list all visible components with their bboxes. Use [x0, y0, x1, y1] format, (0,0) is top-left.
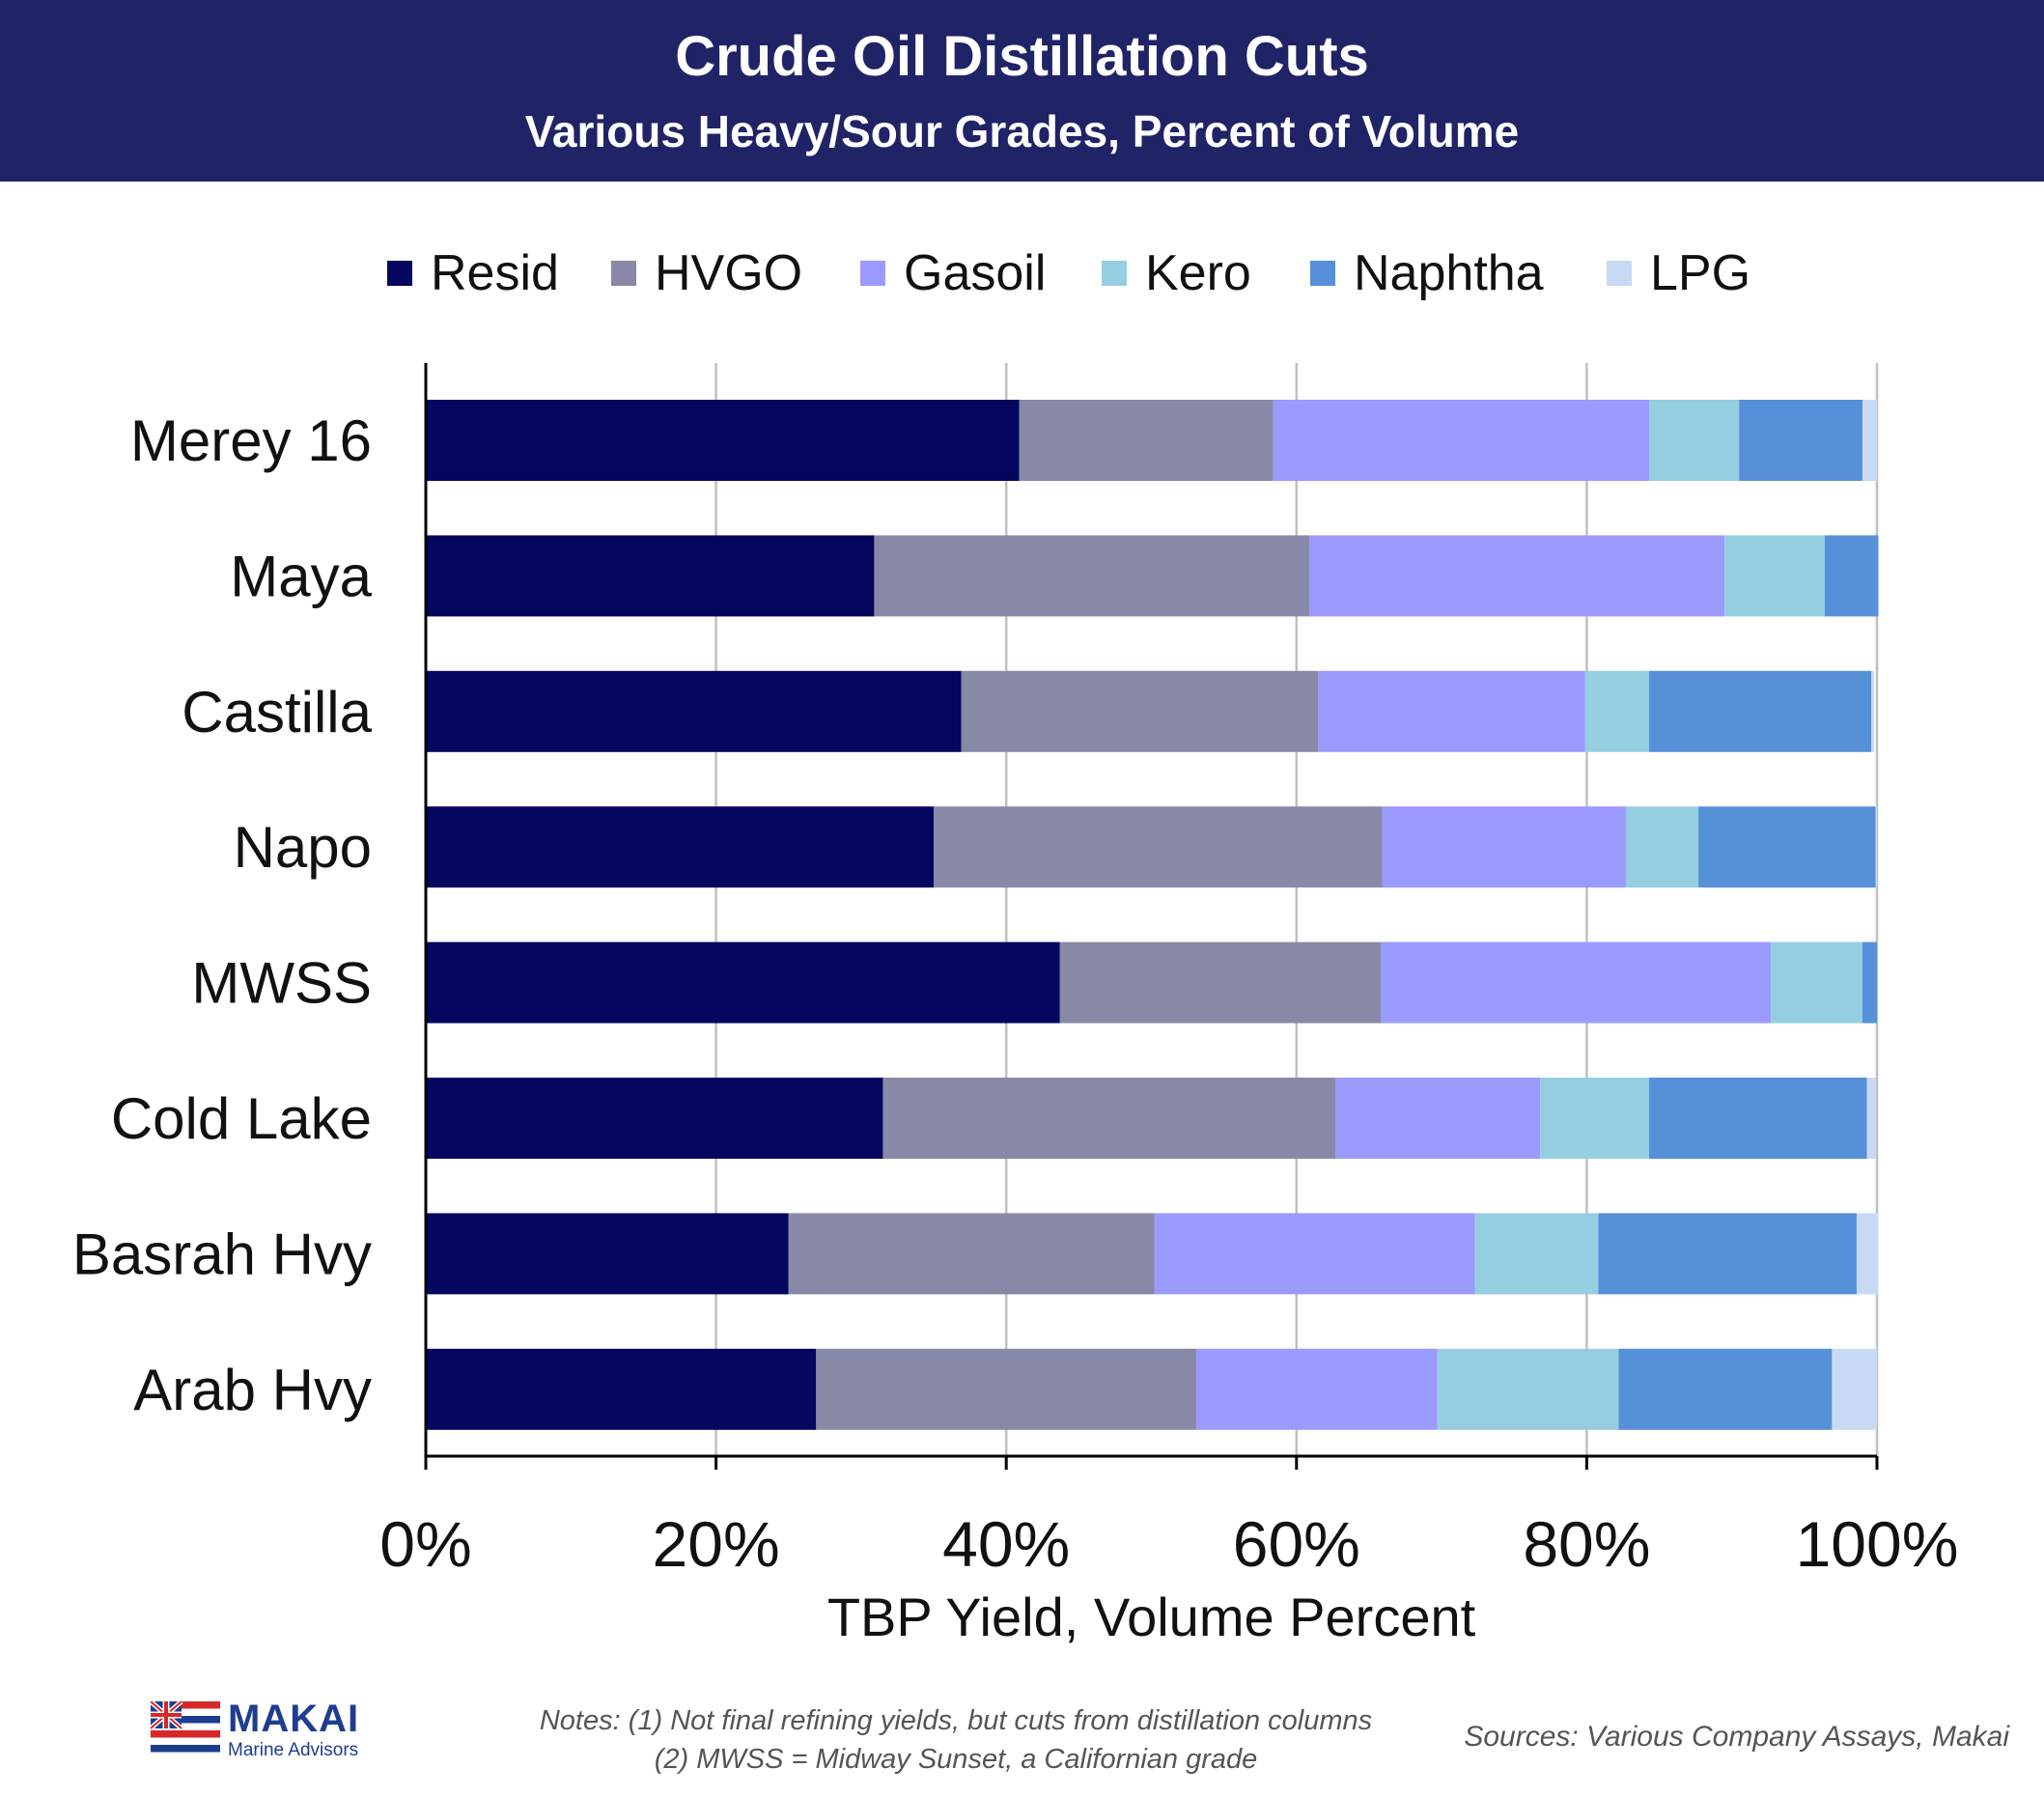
bar-merey-16-gasoil: [1273, 400, 1650, 481]
bar-basrah-hvy-lpg: [1856, 1213, 1879, 1295]
bar-castilla-lpg: [1870, 670, 1874, 752]
category-label-castilla: Castilla: [182, 680, 372, 744]
bar-arab-hvy-lpg: [1832, 1348, 1877, 1430]
x-axis-label: TBP Yield, Volume Percent: [827, 1586, 1476, 1647]
bar-arab-hvy-kero: [1437, 1348, 1619, 1430]
bar-maya-naphtha: [1824, 535, 1879, 617]
legend-swatch-resid: [387, 261, 412, 286]
legend-swatch-lpg: [1607, 261, 1632, 286]
legend-label-hvgo: HVGO: [655, 245, 802, 301]
legend-label-resid: Resid: [431, 245, 559, 301]
bar-arab-hvy-resid: [426, 1348, 817, 1430]
x-tick-labels: 0% 20% 40% 60% 80% 100%: [379, 1508, 1958, 1580]
bar-merey-16-naphtha: [1739, 400, 1862, 481]
bar-napo-kero: [1625, 806, 1699, 888]
bar-castilla-kero: [1584, 670, 1650, 752]
logo-tagline: Marine Advisors: [228, 1740, 359, 1760]
bar-maya-hvgo: [874, 535, 1310, 617]
bar-merey-16-kero: [1649, 400, 1740, 481]
bar-maya-resid: [426, 535, 875, 617]
chart-legend: Resid HVGO Gasoil Kero Naphtha LPG: [387, 245, 1750, 301]
bar-merey-16-resid: [426, 400, 1020, 481]
sources-text: Sources: Various Company Assays, Makai: [1464, 1721, 2009, 1753]
bar-napo-naphtha: [1698, 806, 1876, 888]
bar-napo-lpg: [1875, 806, 1877, 888]
bar-mwss-naphtha: [1862, 941, 1877, 1024]
bar-cold-lake-naphtha: [1649, 1078, 1867, 1159]
bar-merey-16-lpg: [1862, 400, 1877, 481]
legend-swatch-hvgo: [611, 261, 636, 286]
category-label-cold-lake: Cold Lake: [111, 1086, 372, 1151]
hawaii-flag-icon: [151, 1701, 220, 1759]
bar-maya-gasoil: [1309, 535, 1725, 617]
bar-basrah-hvy-hvgo: [788, 1213, 1155, 1295]
bar-arab-hvy-gasoil: [1196, 1348, 1438, 1430]
bar-cold-lake-resid: [426, 1078, 883, 1159]
bar-arab-hvy-hvgo: [816, 1348, 1197, 1430]
bar-napo-resid: [426, 806, 935, 888]
category-label-napo: Napo: [234, 815, 372, 880]
bar-napo-hvgo: [934, 806, 1383, 888]
logo-name: MAKAI: [228, 1698, 360, 1740]
bar-basrah-hvy-resid: [426, 1213, 789, 1295]
axes: [424, 363, 1879, 1470]
chart-title: Crude Oil Distillation Cuts: [675, 25, 1369, 88]
bar-cold-lake-kero: [1540, 1078, 1650, 1159]
x-tick-label: 40%: [942, 1508, 1070, 1580]
bar-castilla-naphtha: [1649, 670, 1871, 752]
bar-mwss-kero: [1771, 941, 1862, 1024]
x-tick-label: 0%: [379, 1508, 471, 1580]
legend-label-kero: Kero: [1145, 245, 1251, 301]
footnotes: Notes: (1) Not final refining yields, bu…: [502, 1701, 1410, 1779]
legend-swatch-gasoil: [860, 261, 885, 286]
bar-cold-lake-lpg: [1866, 1078, 1876, 1159]
footnote-1: Notes: (1) Not final refining yields, bu…: [539, 1705, 1373, 1736]
bar-mwss-hvgo: [1059, 941, 1381, 1024]
bar-mwss-gasoil: [1380, 941, 1772, 1024]
category-label-arab-hvy: Arab Hvy: [133, 1358, 372, 1422]
makai-logo: MAKAI Marine Advisors: [151, 1698, 382, 1761]
bar-castilla-gasoil: [1318, 670, 1585, 752]
bar-cold-lake-gasoil: [1335, 1078, 1541, 1159]
legend-swatch-naphtha: [1310, 261, 1335, 286]
category-labels: Merey 16 Maya Castilla Napo MWSS Cold Lake Bas…: [72, 408, 373, 1422]
bar-napo-gasoil: [1382, 806, 1626, 888]
bar-merey-16-hvgo: [1019, 400, 1274, 481]
legend-label-lpg: LPG: [1650, 245, 1750, 301]
category-label-basrah-hvy: Basrah Hvy: [72, 1221, 372, 1286]
category-label-mwss: MWSS: [191, 951, 372, 1016]
legend-label-naphtha: Naphtha: [1354, 245, 1544, 301]
x-tick-label: 20%: [653, 1508, 780, 1580]
bar-arab-hvy-naphtha: [1618, 1348, 1833, 1430]
bar-maya-kero: [1724, 535, 1825, 617]
bar-cold-lake-hvgo: [882, 1078, 1336, 1159]
bar-castilla-resid: [426, 670, 962, 752]
chart-subtitle: Various Heavy/Sour Grades, Percent of Vo…: [524, 106, 1520, 156]
category-label-merey-16: Merey 16: [130, 408, 372, 473]
bar-mwss-resid: [426, 941, 1060, 1024]
legend-swatch-kero: [1102, 261, 1127, 286]
bar-castilla-hvgo: [961, 670, 1319, 752]
bar-basrah-hvy-kero: [1474, 1213, 1599, 1295]
bars: [426, 400, 1879, 1430]
category-label-maya: Maya: [230, 544, 372, 608]
x-tick-label: 60%: [1233, 1508, 1360, 1580]
footnote-2: (2) MWSS = Midway Sunset, a Californian …: [654, 1744, 1258, 1775]
legend-label-gasoil: Gasoil: [904, 245, 1046, 301]
bar-basrah-hvy-gasoil: [1154, 1213, 1475, 1295]
bar-basrah-hvy-naphtha: [1598, 1213, 1857, 1295]
chart-header: Crude Oil Distillation Cuts Various Heav…: [0, 0, 2044, 182]
stacked-bar-chart: Resid HVGO Gasoil Kero Naphtha LPG Merey 16 Ma…: [72, 245, 1959, 1647]
x-tick-label: 80%: [1523, 1508, 1650, 1580]
x-tick-label: 100%: [1796, 1508, 1959, 1580]
